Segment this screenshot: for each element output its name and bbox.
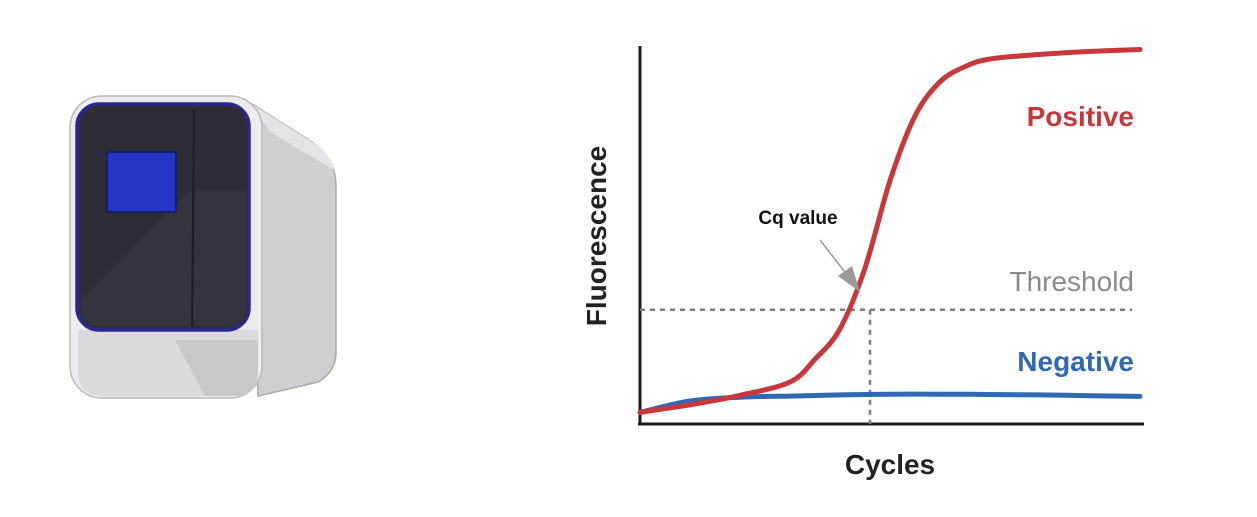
cq-arrow [819, 239, 860, 292]
positive-curve [637, 47, 1143, 415]
instrument-door-reflection [81, 190, 246, 326]
threshold-label: Threshold [1009, 266, 1134, 297]
instrument-base-shade [175, 340, 258, 396]
qpcr-instrument-icon [69, 95, 337, 399]
cq-value-label: Cq value [758, 208, 837, 229]
y-axis-label: Fluorescence [581, 146, 612, 327]
negative-label: Negative [1017, 346, 1134, 377]
instrument-screen [106, 151, 177, 213]
negative-curve [637, 391, 1143, 415]
positive-label: Positive [1027, 101, 1134, 132]
instrument-door-seam [191, 109, 195, 327]
instrument-side-panel [251, 102, 337, 397]
qpcr-amplification-chart: Cq value Positive Threshold Negative Cyc… [581, 46, 1144, 480]
x-axis-label: Cycles [845, 449, 935, 480]
instrument-side-top [252, 104, 334, 170]
